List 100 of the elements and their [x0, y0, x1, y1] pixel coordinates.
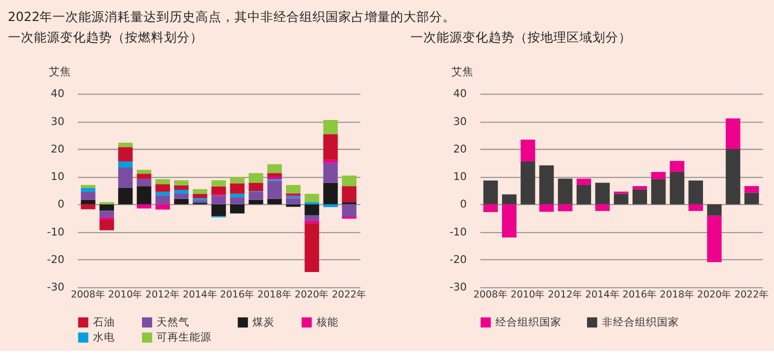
- bar: [174, 198, 189, 204]
- x-tick-label: 2016年: [622, 288, 658, 300]
- y-tick-label: -10: [46, 225, 65, 238]
- x-tick-label: 2010年: [108, 288, 143, 300]
- bar: [304, 215, 320, 221]
- y-tick-label: 40: [50, 87, 65, 100]
- bar: [614, 194, 628, 204]
- x-tick-label: 2010年: [510, 288, 546, 300]
- bar: [323, 204, 338, 208]
- bar: [80, 188, 96, 192]
- bar: [576, 178, 592, 185]
- bar: [118, 188, 133, 204]
- bar: [323, 160, 338, 163]
- bar: [230, 183, 245, 194]
- bar: [118, 161, 133, 168]
- bar: [688, 180, 703, 204]
- bar: [595, 204, 610, 211]
- bar: [726, 118, 740, 150]
- bar: [539, 165, 554, 204]
- bar: [304, 220, 320, 224]
- y-tick-label: 30: [453, 114, 468, 128]
- chart-title: 2022年一次能源消耗量达到历史高点，其中非经合组织国家占增量的大部分。: [8, 9, 456, 24]
- bar: [323, 120, 338, 134]
- bar: [502, 204, 517, 238]
- y-tick-label: 0: [460, 198, 468, 211]
- bar: [192, 200, 208, 203]
- bar: [211, 204, 226, 216]
- bar: [136, 204, 152, 208]
- bar: [323, 162, 338, 183]
- bar: [707, 204, 722, 216]
- bar: [192, 194, 208, 198]
- bar: [174, 180, 189, 186]
- bar: [248, 173, 264, 183]
- legend-label: 非经合组织国家: [602, 315, 679, 328]
- bar: [230, 197, 245, 204]
- bar: [520, 161, 536, 204]
- bar: [155, 204, 170, 210]
- y-tick-label: 0: [58, 198, 65, 211]
- y-tick-label: -30: [449, 280, 468, 294]
- bar: [651, 179, 666, 204]
- bar: [342, 204, 356, 216]
- x-tick-label: 2016年: [220, 288, 255, 300]
- bar: [136, 174, 152, 179]
- bar: [342, 216, 356, 219]
- bar: [304, 204, 320, 216]
- bar: [248, 192, 264, 200]
- bar: [595, 182, 610, 204]
- y-tick-label: 30: [50, 114, 65, 128]
- bar: [80, 200, 96, 204]
- bar: [100, 210, 114, 218]
- bar: [174, 185, 189, 190]
- bar: [155, 179, 170, 184]
- bar: [304, 194, 320, 202]
- x-tick-label: 2014年: [585, 288, 620, 300]
- legend-label: 天然气: [156, 315, 190, 328]
- bar: [80, 204, 96, 210]
- bar: [136, 186, 152, 204]
- bar: [670, 172, 684, 204]
- bar: [651, 172, 666, 180]
- x-tick-label: 2020年: [294, 288, 330, 300]
- bar: [323, 134, 338, 160]
- bar: [155, 195, 170, 204]
- chart-subtitle: 一次能源变化趋势（按燃料划分）: [8, 30, 203, 44]
- x-tick-label: 2014年: [182, 288, 218, 300]
- bar: [230, 204, 245, 214]
- bar: [230, 194, 245, 198]
- bar: [342, 176, 356, 186]
- bar: [502, 194, 517, 204]
- bar: [230, 177, 245, 184]
- x-tick-label: 2012年: [548, 288, 582, 300]
- bar: [483, 180, 498, 204]
- bar: [248, 182, 264, 192]
- bar: [670, 160, 684, 172]
- bar: [304, 223, 320, 272]
- x-tick-label: 2018年: [660, 288, 694, 300]
- y-tick-label: 20: [50, 142, 65, 156]
- bar: [100, 204, 114, 211]
- bar: [576, 184, 592, 204]
- bar: [632, 189, 648, 204]
- bar: [539, 204, 554, 212]
- y-tick-label: -20: [449, 252, 468, 266]
- legend-label: 经合组织国家: [495, 315, 562, 328]
- y-tick-label: 10: [453, 170, 468, 184]
- bar: [211, 186, 226, 195]
- bar: [558, 204, 572, 212]
- y-axis-title: 艾焦: [48, 64, 71, 78]
- legend-label: 核能: [315, 315, 338, 328]
- bar: [174, 190, 189, 194]
- bar: [707, 216, 722, 262]
- y-tick-label: 20: [453, 142, 468, 156]
- x-tick-label: 2020年: [697, 288, 732, 300]
- bar: [136, 178, 152, 186]
- bar: [483, 204, 498, 212]
- bar: [342, 186, 356, 202]
- bar: [286, 198, 300, 204]
- bar: [267, 198, 282, 204]
- legend-label: 可再生能源: [156, 330, 212, 344]
- y-tick-label: 40: [453, 87, 468, 100]
- x-tick-label: 2022年: [734, 288, 769, 300]
- x-tick-label: 2018年: [257, 288, 292, 300]
